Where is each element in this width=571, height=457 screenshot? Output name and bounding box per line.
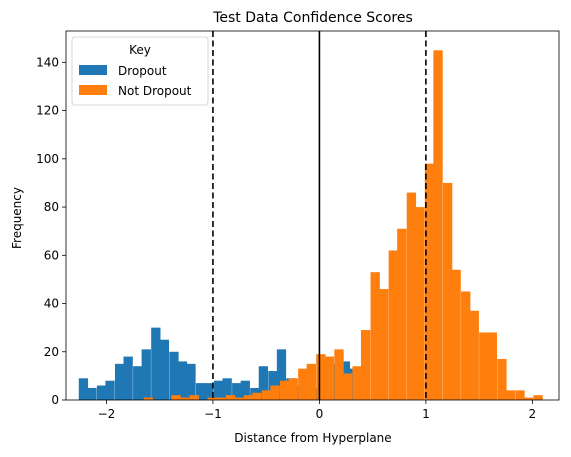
bar-not-dropout-37 [479, 332, 489, 400]
bar-dropout-11 [177, 361, 188, 400]
bar-not-dropout-36 [469, 310, 479, 400]
legend-label-not-dropout: Not Dropout [118, 84, 192, 98]
bar-dropout-5 [123, 356, 133, 400]
bar-not-dropout-28 [397, 228, 407, 400]
chart-title: Test Data Confidence Scores [212, 10, 413, 26]
bar-not-dropout-24 [360, 330, 371, 400]
bar-not-dropout-11 [243, 395, 254, 400]
bar-not-dropout-15 [280, 380, 290, 400]
bar-not-dropout-40 [505, 390, 516, 400]
legend-swatch-dropout [79, 65, 107, 75]
bar-not-dropout-42 [523, 397, 534, 400]
series-not-dropout [143, 50, 543, 400]
bar-dropout-14 [204, 383, 214, 400]
bar-not-dropout-33 [442, 182, 453, 400]
bar-not-dropout-4 [179, 397, 190, 400]
legend-title: Key [129, 43, 151, 57]
y-tick-label: 80 [44, 200, 59, 214]
bar-not-dropout-26 [379, 289, 389, 400]
x-tick-label: 2 [529, 407, 537, 421]
bar-dropout-20 [258, 366, 269, 400]
legend: Key Dropout Not Dropout [71, 36, 209, 106]
bar-not-dropout-43 [533, 395, 543, 400]
bar-not-dropout-13 [261, 390, 272, 400]
bar-not-dropout-25 [370, 272, 380, 400]
bar-dropout-13 [195, 383, 206, 400]
bar-not-dropout-22 [342, 373, 353, 400]
bar-not-dropout-38 [487, 332, 498, 400]
reference-lines [212, 31, 427, 400]
bar-not-dropout-23 [352, 366, 362, 400]
bar-dropout-7 [141, 349, 151, 400]
x-tick-label: 0 [316, 407, 324, 421]
bar-not-dropout-17 [298, 368, 308, 400]
bar-dropout-16 [222, 378, 232, 400]
bar-not-dropout-20 [324, 356, 335, 400]
bar-dropout-3 [105, 380, 115, 400]
bar-not-dropout-31 [424, 163, 435, 400]
plot-frame [65, 30, 560, 401]
y-tick-label: 0 [51, 393, 59, 407]
x-tick-label: −1 [204, 407, 222, 421]
bar-not-dropout-5 [189, 395, 199, 400]
bar-not-dropout-16 [288, 378, 298, 400]
bar-not-dropout-7 [207, 397, 217, 400]
bar-dropout-10 [169, 351, 179, 400]
x-tick-label: −2 [98, 407, 116, 421]
bar-dropout-2 [96, 385, 107, 400]
bar-dropout-22 [276, 349, 287, 400]
x-axis-ticks: −2 −1 0 1 2 [98, 400, 537, 421]
bar-not-dropout-0 [143, 397, 154, 400]
bar-not-dropout-19 [316, 354, 326, 400]
bar-not-dropout-18 [306, 363, 316, 400]
bar-not-dropout-14 [270, 385, 280, 400]
bar-not-dropout-9 [225, 395, 236, 400]
bar-dropout-17 [232, 383, 242, 400]
bar-dropout-15 [214, 380, 224, 400]
bar-not-dropout-12 [252, 392, 262, 400]
y-axis-label: Frequency [10, 187, 24, 249]
legend-label-dropout: Dropout [118, 64, 167, 78]
bar-dropout-6 [133, 366, 143, 400]
bar-dropout-0 [78, 378, 89, 400]
bar-not-dropout-39 [497, 359, 507, 400]
y-tick-label: 120 [36, 104, 59, 118]
bar-not-dropout-30 [415, 207, 425, 400]
x-axis-label: Distance from Hyperplane [234, 431, 391, 445]
bar-dropout-4 [114, 363, 125, 400]
y-tick-label: 60 [44, 248, 59, 262]
y-axis-ticks: 0 20 40 60 80 100 120 140 [36, 55, 66, 407]
legend-swatch-not-dropout [79, 85, 107, 95]
bar-not-dropout-27 [388, 250, 398, 400]
y-tick-label: 140 [36, 55, 59, 69]
bar-dropout-12 [186, 363, 196, 400]
bar-dropout-8 [151, 327, 161, 400]
y-tick-label: 40 [44, 297, 59, 311]
bar-not-dropout-8 [216, 397, 226, 400]
bar-not-dropout-29 [406, 192, 417, 400]
bar-dropout-1 [87, 387, 97, 400]
bar-not-dropout-32 [433, 50, 443, 400]
bar-not-dropout-3 [171, 395, 181, 400]
bar-not-dropout-21 [334, 349, 344, 400]
y-tick-label: 100 [36, 152, 59, 166]
bar-not-dropout-41 [515, 390, 525, 400]
bar-not-dropout-35 [461, 291, 471, 400]
x-tick-label: 1 [422, 407, 430, 421]
bar-not-dropout-34 [451, 269, 461, 400]
bar-dropout-9 [159, 339, 169, 400]
bar-dropout-18 [240, 380, 250, 400]
y-tick-label: 20 [44, 345, 59, 359]
bar-not-dropout-10 [234, 397, 244, 400]
